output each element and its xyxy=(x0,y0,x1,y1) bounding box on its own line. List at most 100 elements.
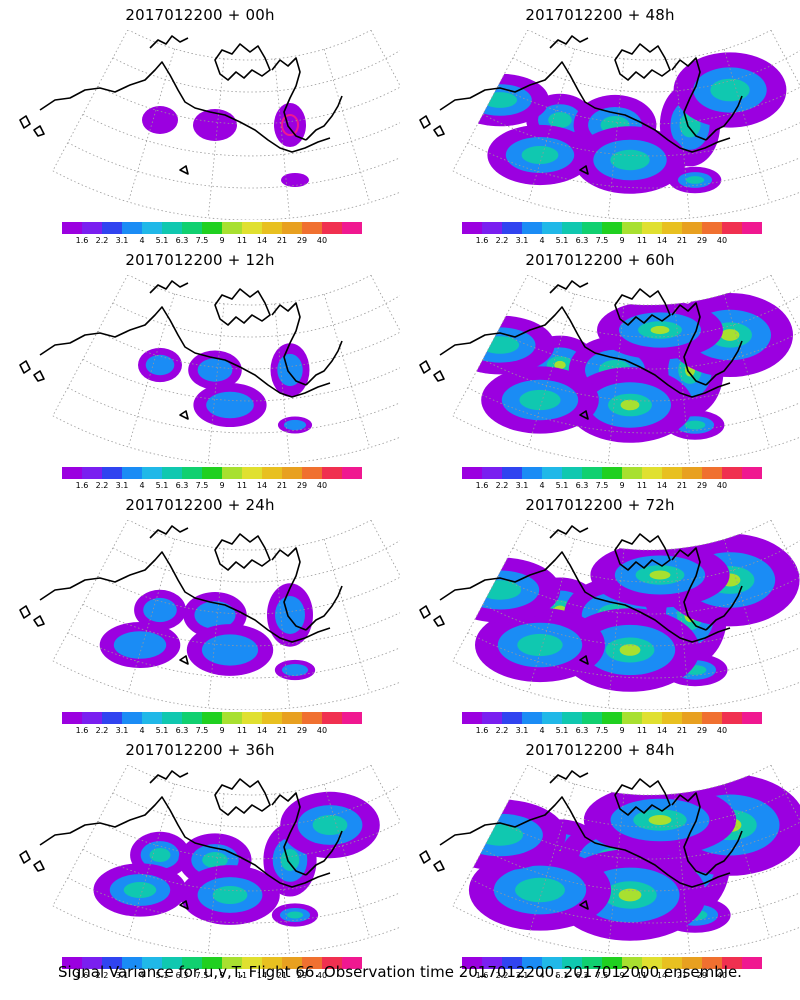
colorbar-swatch xyxy=(302,222,322,234)
colorbar-tick-label: 3.1 xyxy=(515,481,529,490)
colorbar-swatch xyxy=(222,712,242,724)
coastline xyxy=(433,370,445,382)
colorbar xyxy=(62,957,362,969)
coastline xyxy=(179,900,189,910)
colorbar-swatch xyxy=(122,222,142,234)
coastline xyxy=(439,551,731,643)
colorbar-swatch xyxy=(322,222,342,234)
colorbar-swatch xyxy=(702,957,722,969)
colorbar-tick-label: 11 xyxy=(636,481,648,490)
colorbar-tick-label: 5.1 xyxy=(555,236,569,245)
variance-field xyxy=(648,815,672,825)
colorbar-swatch xyxy=(702,467,722,479)
meridian-line xyxy=(323,784,371,938)
variance-field xyxy=(710,78,750,102)
colorbar-swatch xyxy=(602,222,622,234)
coastline xyxy=(39,796,331,888)
colorbar-tick-label: 6.3 xyxy=(175,971,189,980)
colorbar-tick-label: 1.6 xyxy=(75,726,89,735)
variance-field xyxy=(212,886,248,904)
coastline xyxy=(305,95,343,141)
latitude-line xyxy=(127,275,372,306)
colorbar-swatch xyxy=(242,467,262,479)
colorbar-swatch xyxy=(562,712,582,724)
colorbar-tick-label: 1.6 xyxy=(75,236,89,245)
variance-field xyxy=(145,354,175,376)
variance-field xyxy=(194,601,236,629)
latitude-line xyxy=(97,85,400,125)
coastline xyxy=(39,551,331,643)
colorbar-tick-label: 11 xyxy=(236,481,248,490)
coastline xyxy=(705,830,743,876)
colorbar-tick-label: 29 xyxy=(696,481,708,490)
colorbar-swatch xyxy=(202,712,222,724)
latitude-line xyxy=(527,275,772,306)
variance-field xyxy=(684,420,706,430)
colorbar xyxy=(462,957,762,969)
colorbar-tick-label: 21 xyxy=(676,236,688,245)
variance-field xyxy=(478,580,522,600)
colorbar-swatch xyxy=(282,467,302,479)
colorbar-tick-label: 3.1 xyxy=(115,236,129,245)
colorbar-swatch xyxy=(682,957,702,969)
colorbar-swatch xyxy=(202,467,222,479)
colorbar-swatch xyxy=(162,222,182,234)
colorbar-swatch xyxy=(742,467,762,479)
colorbar-tick-label: 21 xyxy=(676,481,688,490)
colorbar-tick-label: 5.1 xyxy=(155,236,169,245)
variance-field xyxy=(281,664,309,676)
colorbar-swatch xyxy=(702,222,722,234)
coastline xyxy=(579,900,589,910)
colorbar-swatch xyxy=(222,957,242,969)
coastline xyxy=(549,280,589,294)
variance-field xyxy=(123,882,157,898)
latitude-line xyxy=(52,905,400,955)
variance-field xyxy=(482,92,518,108)
colorbar-swatch xyxy=(622,957,642,969)
colorbar-swatch xyxy=(122,712,142,724)
meridian-line xyxy=(452,30,529,171)
variance-field xyxy=(619,644,641,656)
colorbar-swatch xyxy=(562,957,582,969)
colorbar-swatch xyxy=(62,467,82,479)
coastline xyxy=(305,585,343,631)
colorbar-swatch xyxy=(562,222,582,234)
variance-field xyxy=(517,633,563,657)
colorbar-ticks: 1.6 2.2 3.1 4 5.1 6.3 7.5 9 11 14 21 29 40 xyxy=(462,481,762,491)
colorbar-tick-label: 11 xyxy=(636,726,648,735)
colorbar-swatch xyxy=(682,712,702,724)
variance-field xyxy=(521,146,559,164)
colorbar-tick-label: 21 xyxy=(276,481,288,490)
colorbar-ticks: 1.6 2.2 3.1 4 5.1 6.3 7.5 9 11 14 21 29 40 xyxy=(462,726,762,736)
colorbar-swatch xyxy=(662,222,682,234)
colorbar-swatch xyxy=(302,957,322,969)
latitude-line xyxy=(497,85,800,125)
meridian-line xyxy=(207,303,225,463)
meridian-line xyxy=(370,520,400,577)
colorbar-tick-label: 29 xyxy=(696,726,708,735)
meridian-line xyxy=(607,548,625,708)
coastline xyxy=(305,340,343,386)
colorbar-tick-label: 7.5 xyxy=(195,726,209,735)
variance-field xyxy=(149,848,171,862)
colorbar xyxy=(62,712,362,724)
meridian-line xyxy=(52,765,129,906)
colorbar-swatch xyxy=(482,712,502,724)
coastline xyxy=(305,830,343,876)
variance-field xyxy=(312,815,348,835)
latitude-line xyxy=(497,820,800,860)
colorbar-swatch xyxy=(582,957,602,969)
variance-field xyxy=(476,824,524,846)
colorbar-swatch xyxy=(602,712,622,724)
coastline xyxy=(439,306,731,398)
coastline xyxy=(33,370,45,382)
colorbar-swatch xyxy=(722,222,742,234)
colorbar-tick-label: 11 xyxy=(236,726,248,735)
colorbar-swatch xyxy=(682,222,702,234)
latitude-line xyxy=(97,820,400,860)
coastline xyxy=(19,850,31,864)
meridian-line xyxy=(127,783,175,938)
panel-title: 2017012200 + 12h xyxy=(125,251,275,269)
coastline xyxy=(579,165,589,175)
colorbar-swatch xyxy=(182,222,202,234)
